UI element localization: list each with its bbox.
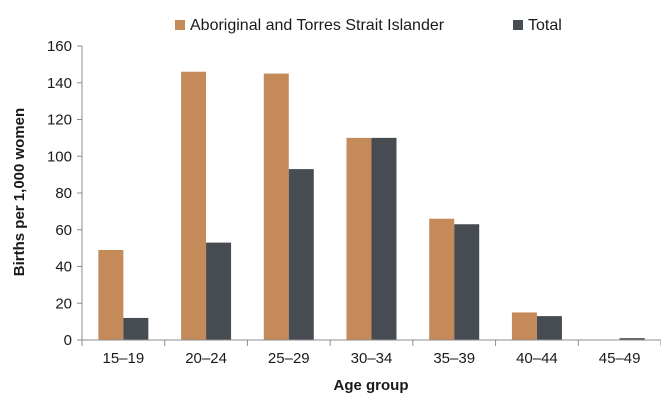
y-tick-label: 160 (47, 38, 72, 55)
bar-indigenous (181, 71, 207, 340)
legend: Aboriginal and Torres Strait Islander Tot… (175, 17, 562, 34)
legend-swatch (175, 20, 185, 30)
bar-total (454, 224, 480, 340)
bar-total (371, 137, 397, 340)
y-tick-label: 140 (47, 75, 72, 92)
bar-indigenous (511, 312, 537, 340)
x-tick-label: 20–24 (185, 350, 227, 367)
bar-indigenous (98, 249, 124, 340)
x-tick-label: 15–19 (102, 350, 144, 367)
x-tick-label: 45–49 (599, 350, 641, 367)
bar-total (123, 317, 149, 340)
y-tick-label: 80 (55, 185, 72, 202)
x-axis: 15–19 20–24 25–29 30–34 35–39 40–44 45–49 (81, 339, 661, 367)
legend-label: Total (528, 17, 562, 34)
legend-swatch (513, 20, 523, 30)
x-tick-label: 35–39 (433, 350, 475, 367)
bar-total (206, 242, 232, 340)
bar-total (288, 169, 314, 340)
y-axis: 0 20 40 60 80 100 120 140 160 (47, 38, 83, 349)
legend-label: Aboriginal and Torres Strait Islander (190, 17, 445, 34)
bar-total (619, 338, 645, 340)
y-tick-label: 120 (47, 112, 72, 129)
y-tick-label: 40 (55, 259, 72, 276)
y-tick-label: 0 (64, 332, 72, 349)
y-axis-title: Births per 1,000 women (11, 108, 28, 276)
bar-indigenous (429, 218, 455, 340)
x-axis-title: Age group (334, 377, 409, 394)
x-tick-label: 40–44 (516, 350, 558, 367)
y-tick-label: 60 (55, 222, 72, 239)
bar-indigenous (263, 73, 289, 340)
y-tick-label: 100 (47, 148, 72, 165)
x-tick-label: 25–29 (268, 350, 310, 367)
x-tick-label: 30–34 (351, 350, 393, 367)
bar-total (536, 316, 562, 340)
bars (98, 71, 645, 340)
y-tick-label: 20 (55, 295, 72, 312)
bar-indigenous (346, 137, 372, 340)
